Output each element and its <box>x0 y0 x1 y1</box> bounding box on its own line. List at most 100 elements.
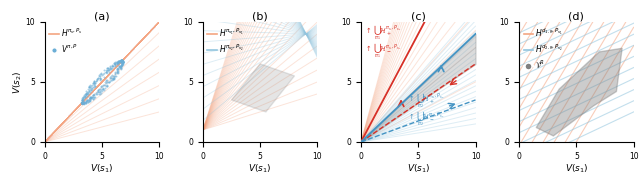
Legend: $H^{\pi_{s_1}, P_{s_1}}$, $H^{\pi_{s_2}, P_{s_2}}$: $H^{\pi_{s_1}, P_{s_1}}$, $H^{\pi_{s_2},… <box>204 23 247 58</box>
Point <box>114 60 124 62</box>
Point <box>108 77 118 80</box>
Point <box>88 94 99 97</box>
Point <box>78 98 88 101</box>
Point <box>108 76 118 79</box>
Point <box>76 100 86 103</box>
Point <box>113 59 124 62</box>
Point <box>115 68 125 70</box>
Point <box>91 79 101 82</box>
Point <box>77 102 87 104</box>
Point <box>111 68 122 70</box>
Point <box>116 61 127 64</box>
Point <box>112 69 122 72</box>
Point <box>116 60 126 62</box>
Point <box>86 89 97 92</box>
Point <box>83 89 93 92</box>
Point <box>95 78 105 81</box>
Point <box>114 59 124 62</box>
Point <box>81 94 92 97</box>
Point <box>106 78 116 81</box>
Point <box>96 85 106 88</box>
Point <box>111 70 122 73</box>
Point <box>92 78 102 81</box>
Point <box>107 79 117 82</box>
Point <box>81 100 92 103</box>
X-axis label: $V(s_1)$: $V(s_1)$ <box>248 162 272 175</box>
Point <box>113 71 124 74</box>
Point <box>109 74 119 77</box>
Point <box>87 95 97 98</box>
Point <box>84 97 95 100</box>
Point <box>88 97 98 100</box>
Point <box>82 98 92 101</box>
Point <box>77 102 87 105</box>
Point <box>81 101 92 104</box>
Point <box>94 74 104 77</box>
Point <box>106 75 116 78</box>
Point <box>77 102 87 104</box>
Point <box>101 79 111 82</box>
Point <box>118 60 128 63</box>
Point <box>86 97 97 100</box>
Point <box>97 74 107 76</box>
Point <box>84 88 95 91</box>
Point <box>101 71 111 74</box>
Point <box>105 77 115 80</box>
Point <box>77 98 88 101</box>
Point <box>93 88 104 91</box>
Point <box>115 65 125 68</box>
Point <box>77 102 87 105</box>
Point <box>92 79 102 82</box>
Point <box>88 96 99 99</box>
Point <box>108 78 118 81</box>
Point <box>112 62 122 64</box>
Point <box>98 84 108 87</box>
Point <box>93 76 103 79</box>
Legend: $H^{\pi_s, P_s}$, $V^{\pi, P}$: $H^{\pi_s, P_s}$, $V^{\pi, P}$ <box>46 23 86 58</box>
Point <box>87 83 97 86</box>
Point <box>92 77 102 80</box>
Point <box>77 96 88 99</box>
Point <box>77 102 88 105</box>
Point <box>77 102 87 105</box>
Point <box>77 98 87 101</box>
Point <box>109 62 120 65</box>
Point <box>78 102 88 104</box>
Point <box>113 62 123 65</box>
Point <box>117 62 127 65</box>
Point <box>86 85 97 88</box>
Point <box>84 86 94 88</box>
Point <box>115 59 125 62</box>
Point <box>118 60 128 63</box>
Point <box>81 100 92 102</box>
Point <box>116 67 126 70</box>
Point <box>115 64 125 67</box>
Point <box>97 90 107 93</box>
Point <box>77 102 88 105</box>
Point <box>90 84 100 87</box>
Point <box>112 67 122 70</box>
Point <box>78 102 88 105</box>
Point <box>116 61 127 64</box>
Point <box>116 59 127 62</box>
Point <box>85 99 95 102</box>
Point <box>88 93 98 96</box>
Point <box>113 61 123 64</box>
Point <box>118 61 128 64</box>
Point <box>118 62 128 65</box>
Point <box>118 60 128 63</box>
Point <box>93 89 103 92</box>
Point <box>79 93 89 96</box>
Point <box>117 62 127 65</box>
Point <box>77 100 87 103</box>
Text: $\uparrow\,\bigcup_{\pi_2}\mathcal{H}_-^{\pi_{s_2},P_{s_2}}$: $\uparrow\,\bigcup_{\pi_2}\mathcal{H}_-^… <box>407 110 444 128</box>
Point <box>78 102 88 104</box>
Point <box>81 99 92 102</box>
Point <box>102 69 113 72</box>
Point <box>105 79 115 82</box>
Point <box>116 59 126 62</box>
Point <box>88 81 99 84</box>
Point <box>95 75 105 78</box>
Point <box>102 84 113 87</box>
Point <box>82 91 92 94</box>
